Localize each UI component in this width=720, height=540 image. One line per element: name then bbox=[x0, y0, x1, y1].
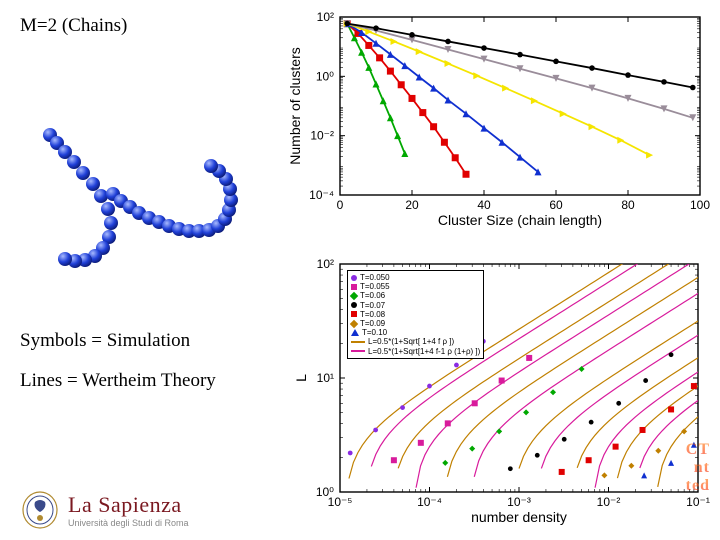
logo-sub: Università degli Studi di Roma bbox=[68, 518, 189, 528]
svg-text:80: 80 bbox=[621, 198, 635, 212]
chart-cluster-size: 0 20 40 60 80 100 10⁻⁴ 10⁻² 10⁰ 10² Cluster Size (… bbox=[285, 5, 715, 235]
svg-text:10⁻¹: 10⁻¹ bbox=[686, 495, 710, 509]
svg-text:60: 60 bbox=[549, 198, 563, 212]
svg-text:20: 20 bbox=[405, 198, 419, 212]
legend-symbols: Symbols = Simulation bbox=[20, 330, 190, 352]
svg-text:10⁻²: 10⁻² bbox=[597, 495, 621, 509]
svg-text:10¹: 10¹ bbox=[317, 371, 334, 385]
svg-text:40: 40 bbox=[477, 198, 491, 212]
logo: La Sapienza Università degli Studi di Ro… bbox=[20, 490, 189, 530]
svg-text:10⁰: 10⁰ bbox=[316, 485, 334, 499]
svg-text:Number of clusters: Number of clusters bbox=[287, 47, 303, 164]
svg-text:10²: 10² bbox=[317, 10, 334, 24]
svg-text:100: 100 bbox=[690, 198, 710, 212]
svg-text:10⁻²: 10⁻² bbox=[310, 129, 334, 143]
legend-box: T=0.050T=0.055T=0.06T=0.07T=0.08T=0.09T=… bbox=[347, 270, 484, 359]
svg-text:L: L bbox=[293, 374, 309, 382]
title-left: M=2 (Chains) bbox=[20, 15, 127, 37]
svg-text:number density: number density bbox=[471, 509, 567, 525]
svg-text:10⁻⁴: 10⁻⁴ bbox=[309, 188, 334, 202]
svg-text:10⁻³: 10⁻³ bbox=[507, 495, 531, 509]
watermark: CT nt ted bbox=[686, 441, 710, 495]
svg-text:10⁻⁴: 10⁻⁴ bbox=[417, 495, 442, 509]
svg-text:Cluster Size (chain length): Cluster Size (chain length) bbox=[438, 212, 602, 228]
chart-number-density: 10⁻⁵10⁻⁴10⁻³10⁻²10⁻¹10⁰10¹10²number dens… bbox=[285, 250, 715, 530]
svg-text:0: 0 bbox=[337, 198, 344, 212]
svg-text:10⁰: 10⁰ bbox=[316, 69, 334, 83]
chain-illustration bbox=[5, 55, 265, 285]
legend-lines: Lines = Wertheim Theory bbox=[20, 370, 216, 392]
crest-icon bbox=[20, 490, 60, 530]
logo-main: La Sapienza bbox=[68, 492, 189, 518]
svg-text:10²: 10² bbox=[317, 257, 334, 271]
